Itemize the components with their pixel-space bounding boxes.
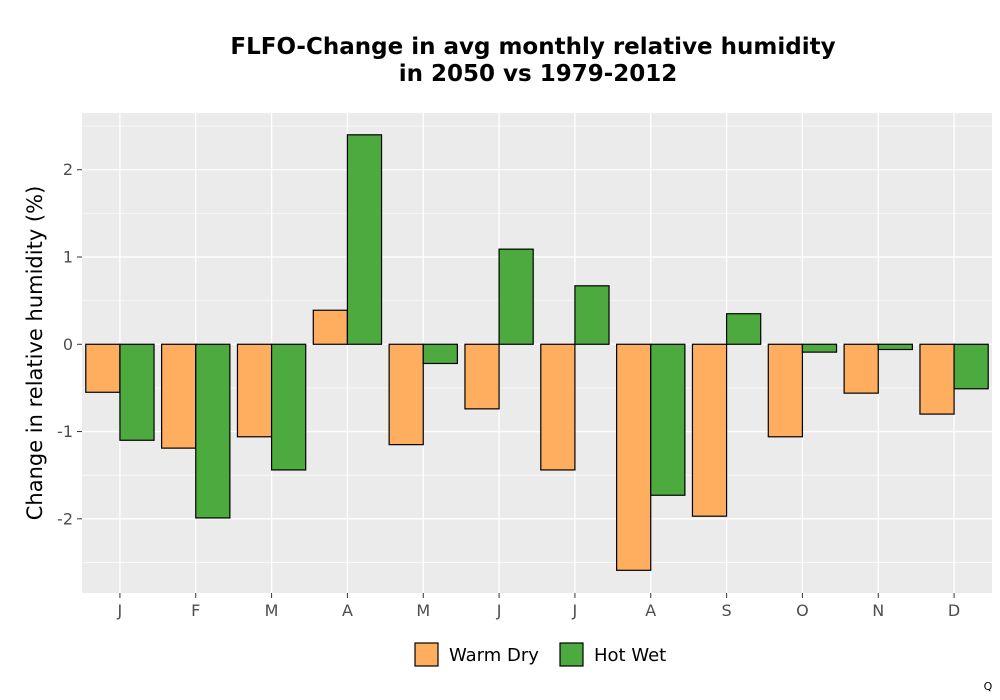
legend: Warm Dry Hot Wet [414, 642, 666, 667]
bar-hot-wet [270, 343, 307, 471]
bar-warm-dry [464, 343, 500, 410]
bar-hot-wet [877, 343, 913, 351]
y-axis-label: Change in relative humidity (%) [23, 186, 47, 521]
chart-title-line2: in 2050 vs 1979-2012 [399, 61, 678, 87]
bar-hot-wet [725, 313, 762, 345]
chart-title-line1: FLFO-Change in avg monthly relative humi… [230, 34, 835, 60]
bar-warm-dry [540, 343, 576, 471]
grid-minor [82, 125, 992, 563]
bar-warm-dry [616, 343, 652, 571]
bar-hot-wet [801, 343, 838, 353]
y-axis: -2 -1 0 1 2 [57, 160, 82, 528]
x-tick-label: J [572, 601, 578, 620]
y-tick-label: -1 [57, 422, 73, 441]
bar-hot-wet [346, 134, 383, 345]
bar-warm-dry [919, 343, 955, 415]
bar-warm-dry [312, 309, 349, 345]
x-tick-label: A [342, 601, 353, 620]
bar-hot-wet [498, 248, 534, 345]
y-tick-label: 1 [63, 248, 73, 267]
bar-warm-dry [388, 343, 424, 446]
x-tick-label: M [416, 601, 430, 620]
x-tick-label: S [722, 601, 732, 620]
bar-warm-dry [691, 343, 728, 517]
plot-panel [82, 113, 992, 593]
bar-hot-wet [422, 343, 458, 365]
y-tick-label: 2 [63, 160, 73, 179]
x-tick-label: O [796, 601, 809, 620]
legend-swatch-warm-dry [414, 642, 439, 667]
bar-warm-dry [85, 343, 121, 393]
x-tick-label: J [496, 601, 502, 620]
bar-warm-dry [843, 343, 879, 394]
x-tick-label: J [117, 601, 123, 620]
x-tick-label: A [645, 601, 656, 620]
bar-warm-dry [236, 343, 273, 438]
bar-hot-wet [574, 285, 610, 345]
legend-swatch-hot-wet [559, 642, 584, 667]
x-tick-label: N [872, 601, 884, 620]
x-tick-label: M [265, 601, 279, 620]
y-tick-label: 0 [63, 335, 73, 354]
bar-hot-wet [953, 343, 989, 390]
legend-label-hot-wet: Hot Wet [594, 645, 666, 666]
x-tick-label: D [948, 601, 960, 620]
legend-label-warm-dry: Warm Dry [449, 645, 539, 666]
x-tick-label: F [191, 601, 200, 620]
bar-hot-wet [119, 343, 155, 441]
bars [85, 134, 989, 571]
bar-warm-dry [767, 343, 804, 438]
y-tick-label: -2 [57, 509, 73, 528]
bar-hot-wet [650, 343, 686, 496]
bar-warm-dry [161, 343, 197, 449]
corner-mark: Q [984, 680, 993, 693]
bar-hot-wet [195, 343, 231, 519]
